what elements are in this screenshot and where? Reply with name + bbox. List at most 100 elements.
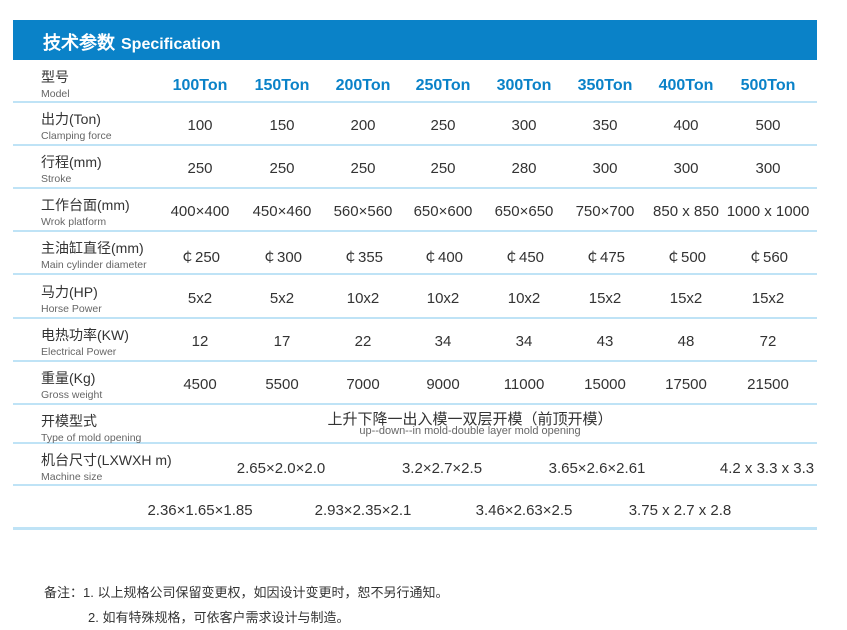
cell-value: 7000: [346, 376, 380, 393]
size-value: 3.2×2.7×2.5: [401, 460, 483, 477]
cell-value: 48: [677, 333, 695, 350]
label-en: Electrical Power: [41, 346, 117, 358]
cell-value: 750×700: [575, 203, 635, 220]
cell-value: 500: [755, 117, 781, 134]
mold-row: 开模型式 Type of mold opening 上升下降一出入模一双层开模（前顶…: [13, 405, 817, 444]
cell-value: 250: [350, 160, 376, 177]
model-header: 150Ton: [254, 77, 310, 94]
cell-value: 17500: [665, 376, 707, 393]
cell-value: 12: [191, 333, 209, 350]
cell-value: 15x2: [751, 290, 785, 307]
cell-value: 250: [430, 160, 456, 177]
cell-value: 34: [515, 333, 533, 350]
cell-value: ￠400: [422, 249, 464, 266]
note-2: 2. 如有特殊规格，可依客户需求设计与制造。: [88, 610, 350, 625]
cell-value: 4500: [183, 376, 217, 393]
cell-value: 400: [673, 117, 699, 134]
cell-value: 43: [596, 333, 614, 350]
row-label: 马力(HP) Horse Power: [41, 282, 102, 315]
mold-value-en: up--down--in mold-double layer mold open…: [359, 425, 581, 437]
cell-value: 15000: [584, 376, 626, 393]
row-label: 电热功率(KW) Electrical Power: [41, 325, 129, 358]
row-label: 机台尺寸(LXWXH m) Machine size: [41, 450, 172, 483]
label-cn: 机台尺寸(LXWXH m): [41, 452, 172, 468]
model-header: 400Ton: [658, 77, 714, 94]
note-1: 备注：1. 以上规格公司保留变更权，如因设计变更时，恕不另行通知。: [44, 585, 449, 600]
size-value: 4.2 x 3.3 x 3.3: [719, 460, 815, 477]
label-cn: 开模型式: [41, 413, 97, 429]
label-en: Horse Power: [41, 303, 102, 315]
cell-value: 9000: [426, 376, 460, 393]
row-label: 开模型式 Type of mold opening: [41, 411, 141, 444]
label-cn: 工作台面(mm): [41, 197, 130, 213]
model-header: 250Ton: [415, 77, 471, 94]
cell-value: 10x2: [507, 290, 541, 307]
size-value: 3.75 x 2.7 x 2.8: [628, 502, 732, 519]
cell-value: 300: [755, 160, 781, 177]
cell-value: 15x2: [669, 290, 703, 307]
size-value: 3.46×2.63×2.5: [475, 502, 573, 519]
label-en: Type of mold opening: [41, 432, 142, 444]
cell-value: 1000 x 1000: [726, 203, 810, 220]
cell-value: 450×460: [252, 203, 312, 220]
cell-value: 5x2: [269, 290, 295, 307]
cell-value: 22: [354, 333, 372, 350]
cell-value: 280: [511, 160, 537, 177]
row-label: 主油缸直径(mm) Main cylinder diameter: [41, 238, 147, 271]
cell-value: ￠355: [342, 249, 384, 266]
section-header: 技术参数 Specification: [13, 20, 817, 60]
cell-value: 11000: [503, 376, 545, 393]
label-en: Model: [41, 88, 70, 100]
spec-row: 工作台面(mm) Wrok platform 400×400 450×460 560×5…: [13, 189, 817, 232]
title-cn: 技术参数: [43, 33, 115, 53]
cell-value: 560×560: [333, 203, 393, 220]
cell-value: ￠450: [503, 249, 545, 266]
spec-row: 出力(Ton) Clamping force 100 150 200 250 300 350 4…: [13, 103, 817, 146]
cell-value: 300: [592, 160, 618, 177]
model-header: 350Ton: [577, 77, 633, 94]
size-row: 机台尺寸(LXWXH m) Machine size 2.65×2.0×2.0 3.2…: [13, 444, 817, 486]
label-en: Machine size: [41, 471, 103, 483]
label-en: Stroke: [41, 173, 72, 185]
spec-row: 电热功率(KW) Electrical Power 12 17 22 34 34 43 48 72: [13, 319, 817, 362]
cell-value: 850 x 850: [653, 203, 719, 220]
cell-value: 300: [511, 117, 537, 134]
size-value: 2.93×2.35×2.1: [314, 502, 412, 519]
label-cn: 型号: [41, 69, 69, 85]
cell-value: 17: [273, 333, 291, 350]
cell-value: 350: [592, 117, 618, 134]
cell-value: 400×400: [170, 203, 230, 220]
row-label: 型号 Model: [41, 67, 70, 100]
size-value: 2.65×2.0×2.0: [236, 460, 326, 477]
cell-value: 34: [434, 333, 452, 350]
label-cn: 主油缸直径(mm): [41, 240, 144, 256]
cell-value: 21500: [747, 376, 789, 393]
spec-row: 重量(Kg) Gross weight 4500 5500 7000 9000 11000 1…: [13, 362, 817, 405]
row-label: 出力(Ton) Clamping force: [41, 109, 112, 142]
cell-value: ￠250: [179, 249, 221, 266]
cell-value: 10x2: [426, 290, 460, 307]
cell-value: 650×650: [494, 203, 554, 220]
row-label: 行程(mm) Stroke: [41, 152, 102, 185]
model-row: 型号 Model 100Ton 150Ton 200Ton 250Ton 300Ton 350…: [13, 61, 817, 103]
model-header: 500Ton: [740, 77, 796, 94]
label-en: Gross weight: [41, 389, 103, 401]
mold-value-cn: 上升下降一出入模一双层开模（前顶开模）: [327, 411, 613, 428]
label-cn: 重量(Kg): [41, 370, 96, 386]
spec-row: 行程(mm) Stroke 250 250 250 250 280 300 300 300: [13, 146, 817, 189]
label-cn: 出力(Ton): [41, 111, 101, 127]
cell-value: 150: [269, 117, 295, 134]
cell-value: 72: [759, 333, 777, 350]
model-header: 100Ton: [172, 77, 228, 94]
label-cn: 电热功率(KW): [41, 327, 129, 343]
cell-value: 250: [187, 160, 213, 177]
cell-value: 5x2: [187, 290, 213, 307]
cell-value: 100: [187, 117, 213, 134]
cell-value: 250: [269, 160, 295, 177]
cell-value: ￠300: [261, 249, 303, 266]
title-en: Specification: [121, 36, 221, 53]
label-cn: 马力(HP): [41, 284, 98, 300]
cell-value: 650×600: [413, 203, 473, 220]
model-header: 200Ton: [335, 77, 391, 94]
size-row-2: 2.36×1.65×1.85 2.93×2.35×2.1 3.46×2.63×2.5…: [13, 486, 817, 530]
